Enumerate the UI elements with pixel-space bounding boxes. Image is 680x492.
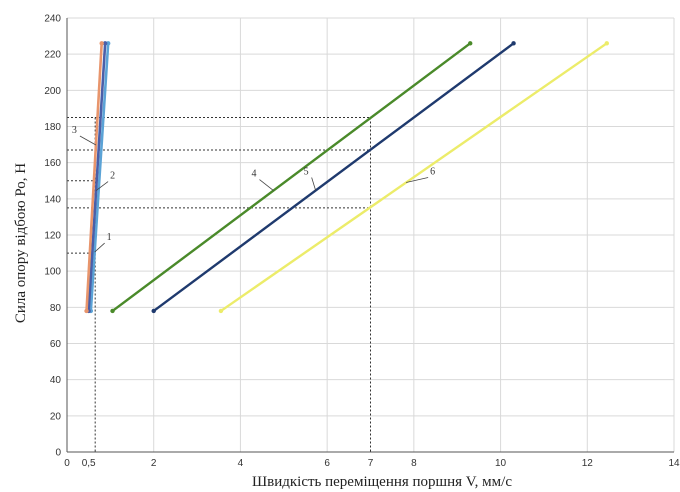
series-layer bbox=[84, 41, 609, 314]
y-tick-label-11: 220 bbox=[44, 50, 61, 61]
series-2-point-1 bbox=[102, 41, 108, 46]
series-4-point-0 bbox=[110, 308, 115, 314]
series-callout-label-2: 2 bbox=[110, 171, 115, 182]
series-callout-leader-3 bbox=[79, 135, 97, 146]
series-5-point-0 bbox=[151, 308, 156, 314]
series-callout-label-5: 5 bbox=[304, 167, 309, 178]
y-tick-label-2: 40 bbox=[50, 375, 62, 386]
series-line-3 bbox=[85, 42, 103, 313]
y-tick-label-12: 240 bbox=[44, 14, 61, 25]
y-tick-label-7: 140 bbox=[44, 194, 61, 205]
series-line-1 bbox=[89, 42, 110, 313]
x-tick-label-3: 4 bbox=[238, 458, 244, 469]
series-3-point-0 bbox=[84, 308, 89, 314]
y-tick-label-5: 100 bbox=[44, 267, 61, 278]
series-callout-label-4: 4 bbox=[251, 169, 256, 180]
y-tick-label-6: 120 bbox=[44, 231, 61, 242]
series-labels: 1 2 3 4 5 6 bbox=[72, 125, 435, 253]
reference-lines bbox=[67, 116, 371, 452]
series-4-point-1 bbox=[468, 41, 473, 46]
series-3-point-1 bbox=[99, 41, 104, 46]
series-callout-leader-5 bbox=[311, 177, 317, 191]
y-tick-label-9: 180 bbox=[44, 122, 61, 133]
x-tick-label-5: 7 bbox=[368, 458, 374, 469]
series-line-4 bbox=[111, 42, 472, 313]
x-tick-label-9: 14 bbox=[668, 458, 680, 469]
x-tick-label-0: 0 bbox=[64, 458, 70, 469]
x-tick-label-8: 12 bbox=[582, 458, 594, 469]
series-line-5 bbox=[152, 42, 515, 313]
y-tick-label-10: 200 bbox=[44, 86, 61, 97]
series-6-point-0 bbox=[218, 308, 224, 314]
y-tick-label-0: 0 bbox=[55, 448, 61, 459]
series-callout-leader-6 bbox=[406, 177, 429, 183]
x-tick-label-2: 2 bbox=[151, 458, 157, 469]
y-tick-label-3: 60 bbox=[50, 339, 62, 350]
x-tick-label-1: 0,5 bbox=[82, 458, 96, 469]
x-tick-label-6: 8 bbox=[411, 458, 417, 469]
series-callout-leader-1 bbox=[94, 242, 105, 253]
series-5-point-1 bbox=[511, 41, 516, 46]
series-callout-label-1: 1 bbox=[107, 232, 112, 243]
axes: 0 20 40 60 80 100 120 140 160 180 200 220 240 0 0,5 2 4 6… bbox=[44, 14, 680, 470]
x-tick-label-4: 6 bbox=[324, 458, 330, 469]
series-callout-label-6: 6 bbox=[430, 166, 435, 177]
series-1-point-1 bbox=[105, 41, 111, 46]
series-callout-leader-2 bbox=[95, 181, 109, 191]
x-axis-title: Швидкість переміщення поршня V, мм/с bbox=[252, 474, 512, 490]
y-tick-label-1: 20 bbox=[50, 411, 62, 422]
y-tick-label-8: 160 bbox=[44, 158, 61, 169]
x-tick-label-7: 10 bbox=[495, 458, 507, 469]
series-callout-leader-4 bbox=[259, 179, 274, 191]
y-tick-label-4: 80 bbox=[50, 303, 62, 314]
series-6-point-1 bbox=[604, 41, 609, 46]
series-line-2 bbox=[87, 42, 107, 313]
y-axis-title: Сила опору відбою Ро, Н bbox=[13, 163, 29, 323]
series-callout-label-3: 3 bbox=[72, 125, 77, 136]
series-line-6 bbox=[219, 42, 608, 313]
